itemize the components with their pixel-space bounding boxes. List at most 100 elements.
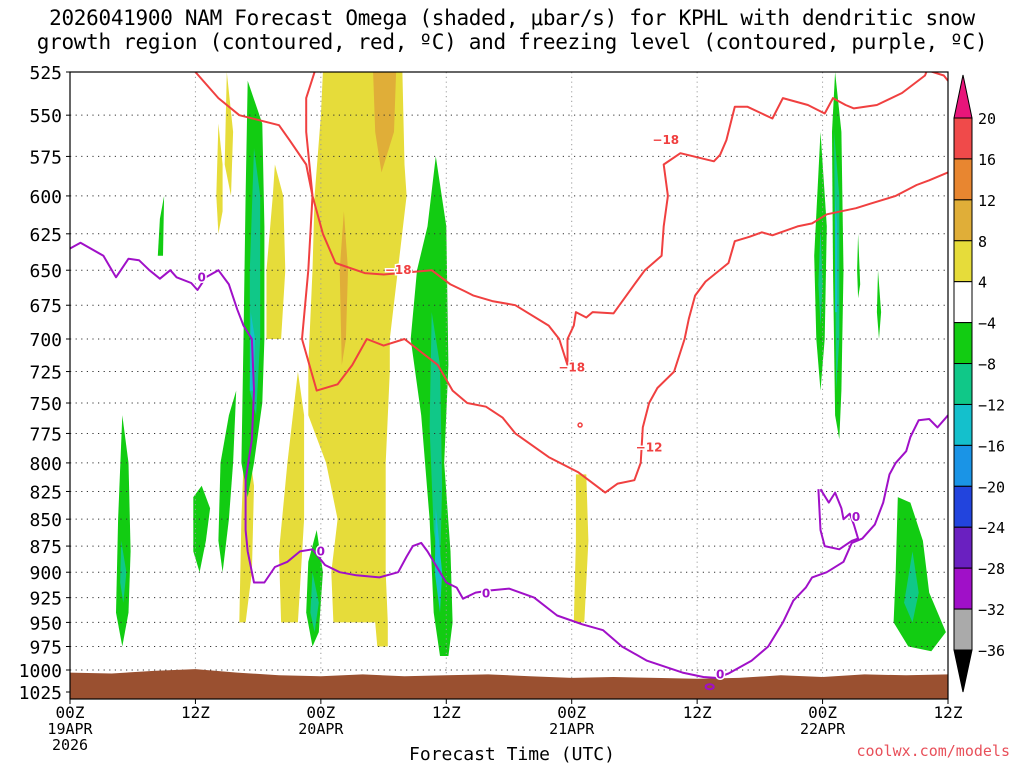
y-tick-label-775: 775 <box>29 424 62 445</box>
colorbar-label-8: −16 <box>978 437 1005 455</box>
y-tick-label-675: 675 <box>29 296 62 317</box>
y-tick-label-1025: 1025 <box>19 683 62 704</box>
x-tick-label-36-0: 12Z <box>432 703 461 722</box>
omega-region-2 <box>339 211 348 366</box>
freezing-contour-label-4: 0 <box>852 510 860 524</box>
colorbar-label-10: −24 <box>978 519 1005 537</box>
colorbar-bin-10 <box>953 485 973 528</box>
y-tick-label-550: 550 <box>29 106 62 127</box>
omega-region-30 <box>904 551 919 623</box>
x-tick-label-0-1: 19APR <box>47 720 93 738</box>
y-tick-label-925: 925 <box>29 589 62 610</box>
dendritic-contour-dot <box>577 422 583 428</box>
y-tick-label-625: 625 <box>29 225 62 246</box>
x-tick-label-84-0: 12Z <box>934 703 963 722</box>
y-tick-label-700: 700 <box>29 330 62 351</box>
colorbar-label-13: −36 <box>978 642 1005 660</box>
omega-region-20 <box>429 312 443 573</box>
y-tick-label-875: 875 <box>29 537 62 558</box>
colorbar-bin-9 <box>953 444 973 487</box>
omega-region-15 <box>116 415 131 647</box>
dendritic-contour-label-1: −18 <box>558 361 585 375</box>
x-axis-title: Forecast Time (UTC) <box>409 744 615 765</box>
omega-region-24 <box>835 195 838 313</box>
colorbar-label-11: −28 <box>978 560 1005 578</box>
x-tick-label-24-0: 00Z <box>306 703 335 722</box>
y-tick-label-1000: 1000 <box>19 661 62 682</box>
colorbar-bin-1 <box>953 117 973 160</box>
x-tick-label-0-0: 00Z <box>56 703 85 722</box>
colorbar-bin-11 <box>953 526 973 569</box>
colorbar-label-3: 8 <box>978 233 987 251</box>
dendritic-contour-upper <box>194 72 948 367</box>
omega-region-13 <box>193 485 211 573</box>
x-tick-label-24-1: 20APR <box>298 720 344 738</box>
y-tick-label-725: 725 <box>29 363 62 384</box>
colorbar-bin-6 <box>953 322 973 365</box>
y-tick-label-575: 575 <box>29 147 62 168</box>
colorbar-bin-4 <box>953 240 973 283</box>
colorbar-label-5: −4 <box>978 315 996 333</box>
x-tick-label-0-2: 2026 <box>52 736 88 754</box>
x-tick-label-72-0: 00Z <box>808 703 837 722</box>
y-tick-label-975: 975 <box>29 638 62 659</box>
omega-region-16 <box>120 540 127 603</box>
omega-region-18 <box>310 572 319 633</box>
omega-region-1 <box>373 72 397 173</box>
omega-region-6 <box>224 72 234 196</box>
omega-region-0 <box>308 72 407 647</box>
colorbar-label-4: 4 <box>978 274 987 292</box>
omega-region-21 <box>434 508 443 613</box>
colorbar-label-6: −8 <box>978 356 996 374</box>
omega-region-27 <box>876 270 882 339</box>
y-tick-label-600: 600 <box>29 187 62 208</box>
y-tick-label-750: 750 <box>29 394 62 415</box>
x-tick-label-60-0: 12Z <box>683 703 712 722</box>
omega-region-26 <box>818 226 823 326</box>
omega-region-14 <box>157 195 165 256</box>
colorbar-bin-14 <box>953 649 973 693</box>
colorbar-bin-2 <box>953 158 973 201</box>
freezing-contour-dot <box>704 683 715 691</box>
colorbar-label-12: −32 <box>978 601 1005 619</box>
omega-region-29 <box>893 497 946 652</box>
colorbar-bin-13 <box>953 608 973 651</box>
site-credit: coolwx.com/models <box>856 742 1010 760</box>
chart-title-line1: 2026041900 NAM Forecast Omega (shaded, μ… <box>49 6 975 30</box>
terrain-surface <box>70 669 948 699</box>
freezing-contour-label-0: 0 <box>198 270 206 284</box>
x-tick-label-48-0: 00Z <box>557 703 586 722</box>
freezing-contour-label-3: 0 <box>716 667 724 681</box>
colorbar-label-2: 12 <box>978 192 996 210</box>
x-tick-label-72-1: 22APR <box>800 720 846 738</box>
colorbar-label-0: 20 <box>978 110 996 128</box>
x-tick-label-12-0: 12Z <box>181 703 210 722</box>
omega-region-7 <box>216 123 223 234</box>
freezing-level-contour-loop <box>817 488 860 551</box>
y-tick-label-525: 525 <box>29 63 62 84</box>
dendritic-contour-lower <box>301 72 948 494</box>
freezing-contour-label-1: 0 <box>317 544 325 558</box>
y-tick-label-900: 900 <box>29 563 62 584</box>
y-tick-label-800: 800 <box>29 454 62 475</box>
y-tick-label-850: 850 <box>29 510 62 531</box>
dendritic-contour-label-2: −18 <box>652 133 679 147</box>
dendritic-contour-label-0: −18 <box>385 263 412 277</box>
freezing-contour-label-2: 0 <box>482 587 490 601</box>
colorbar-bin-0 <box>953 74 973 119</box>
y-tick-label-950: 950 <box>29 613 62 634</box>
omega-region-28 <box>857 233 861 299</box>
omega-region-8 <box>573 474 589 623</box>
omega-region-4 <box>279 371 305 623</box>
colorbar-bin-12 <box>953 567 973 610</box>
chart-title-line2: growth region (contoured, red, ºC) and f… <box>36 30 988 54</box>
y-tick-label-650: 650 <box>29 261 62 282</box>
freezing-level-contour <box>70 241 948 679</box>
omega-region-3 <box>266 164 286 339</box>
y-tick-label-825: 825 <box>29 482 62 503</box>
colorbar-bin-7 <box>953 363 973 405</box>
omega-region-12 <box>218 390 237 573</box>
x-tick-label-48-1: 21APR <box>549 720 595 738</box>
colorbar-bin-3 <box>953 199 973 242</box>
